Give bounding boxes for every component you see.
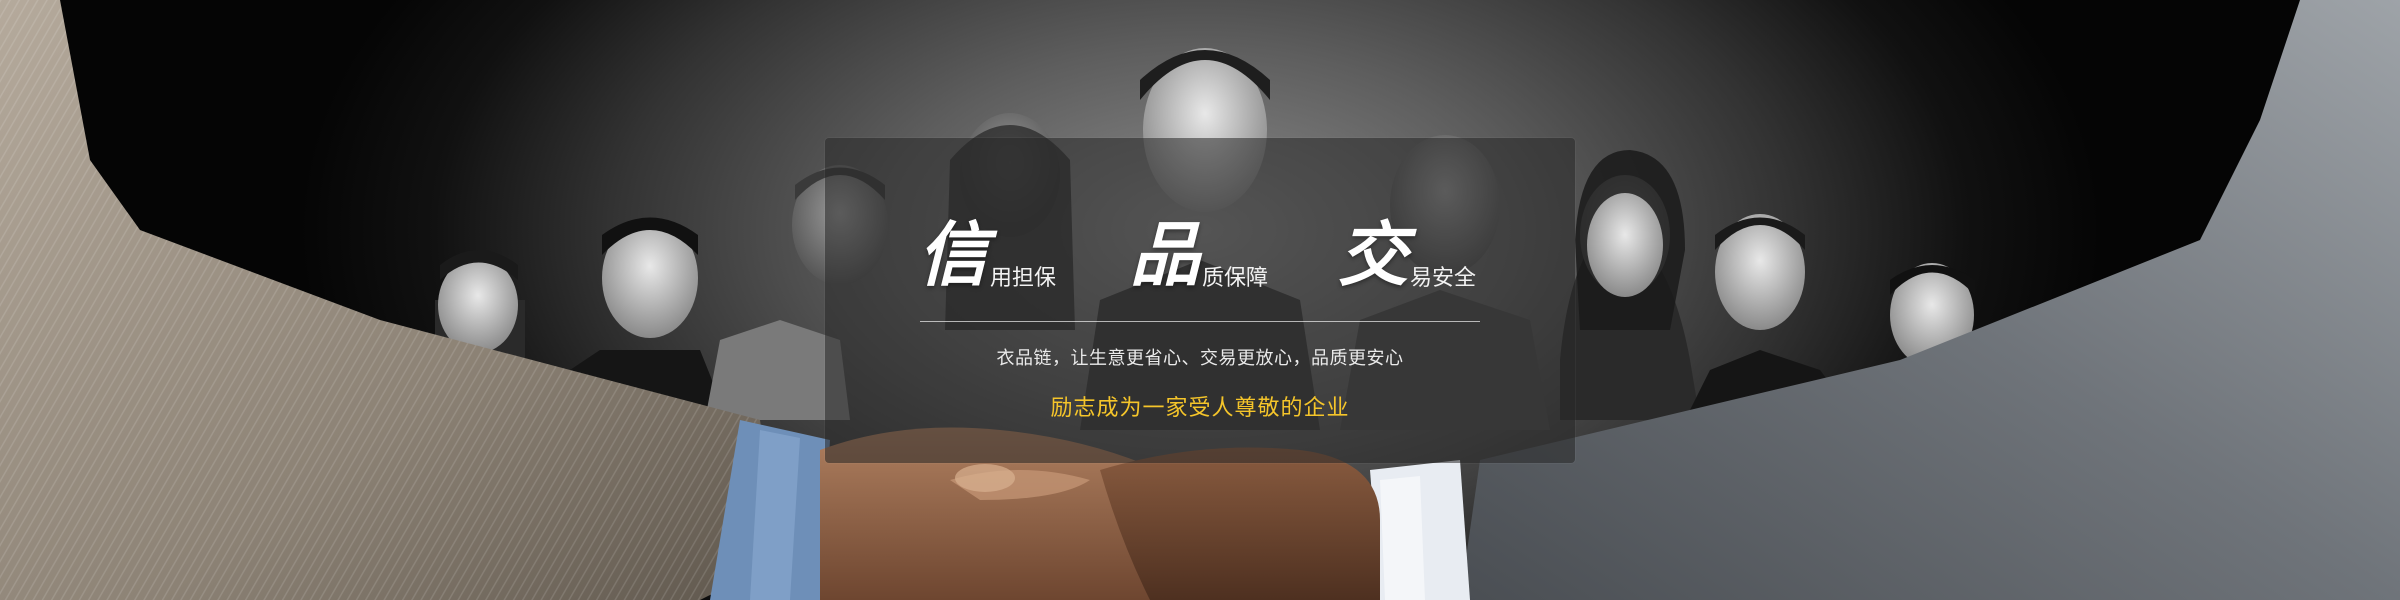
tagline-text: 衣品链，让生意更省心、交易更放心，品质更安心 [996,348,1404,369]
slogan-panel [825,138,1575,463]
motto-text: 励志成为一家受人尊敬的企业 [1050,396,1350,421]
slogan-trade-initial: 交 [1338,213,1408,296]
slogan-row: 信用担保 品质保障 交易安全 [900,200,1500,290]
slogan-trade-rest: 易安全 [1410,266,1477,291]
slogan-divider [920,321,1480,322]
slogan-trade: 交易安全 [1338,220,1476,290]
slogan-credit-rest: 用担保 [990,266,1057,291]
slogan-quality-rest: 质保障 [1202,266,1269,291]
slogan-credit-initial: 信 [918,213,988,296]
slogan-quality: 品质保障 [1130,220,1268,290]
left-arm [0,0,830,600]
slogan-credit: 信用担保 [918,220,1056,290]
handshake [820,427,1380,600]
slogan-quality-initial: 品 [1130,213,1200,296]
right-arm [1370,0,2400,600]
